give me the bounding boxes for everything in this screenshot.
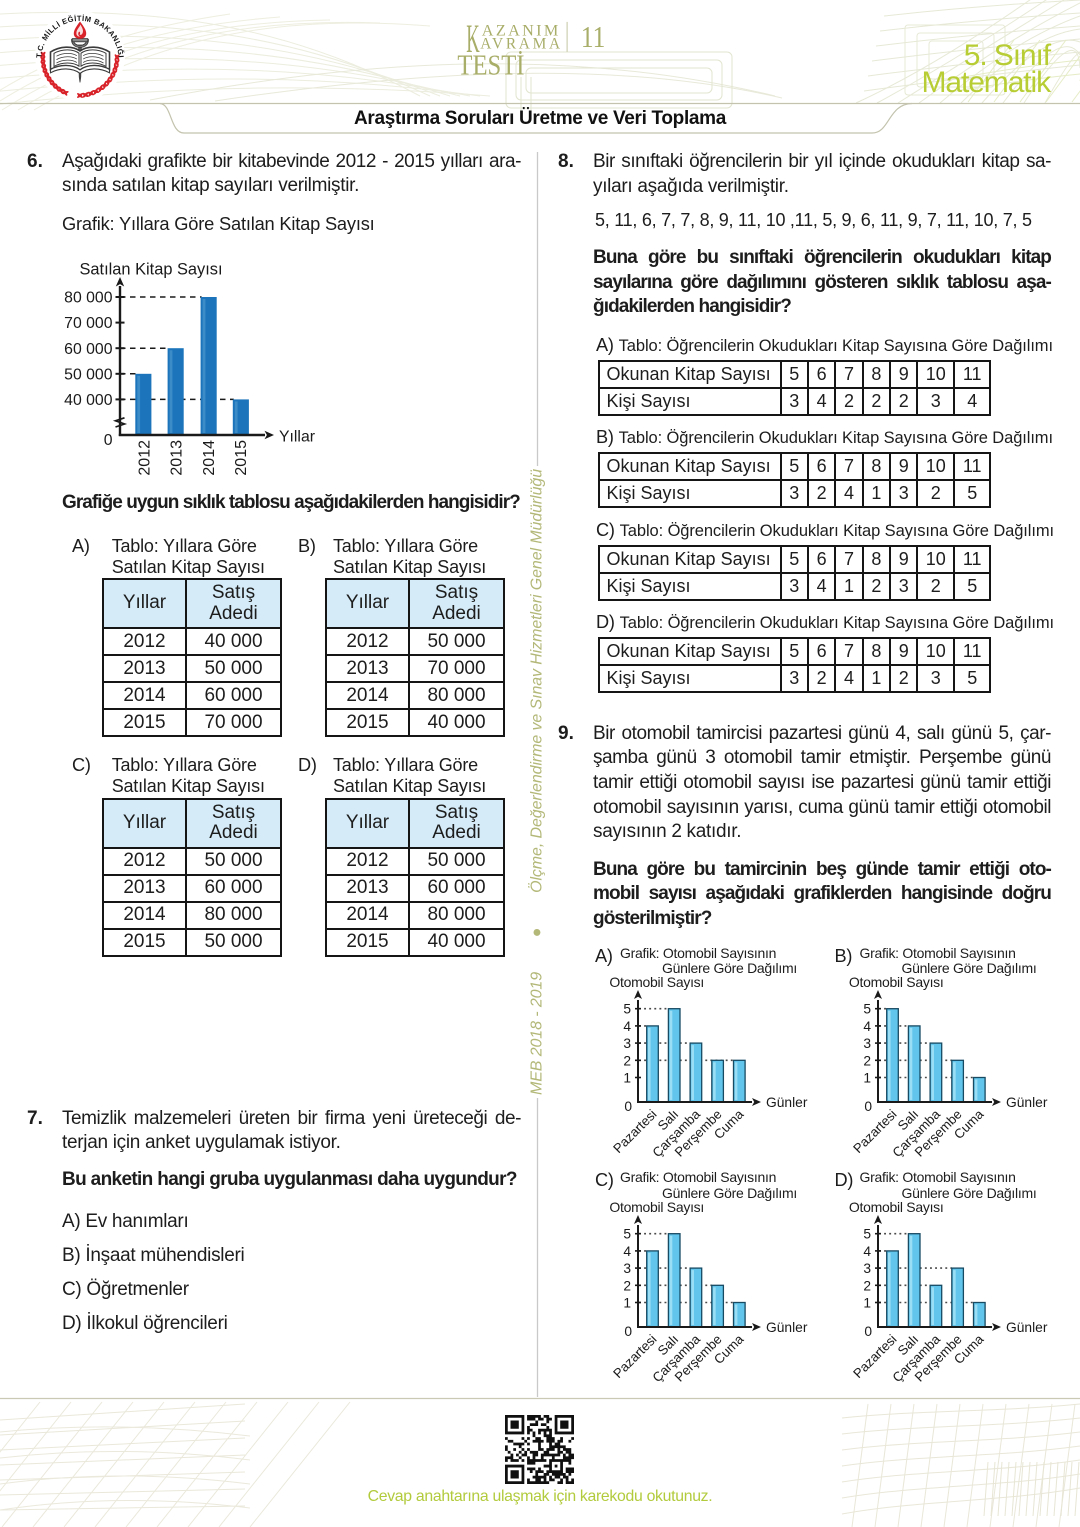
svg-text:0: 0 [104,432,113,449]
svg-text:K: K [466,16,480,61]
svg-text:2: 2 [863,1278,871,1293]
svg-text:4: 4 [623,1019,631,1034]
svg-text:5: 5 [863,1002,871,1017]
svg-text:11: 11 [581,21,605,55]
svg-text:Günler: Günler [766,1320,808,1335]
svg-text:Günler: Günler [1006,1095,1048,1110]
svg-text:2: 2 [623,1278,631,1293]
svg-text:70 000: 70 000 [64,315,113,332]
svg-text:4: 4 [623,1243,631,1258]
svg-text:1: 1 [863,1295,871,1310]
svg-text:Yıllar: Yıllar [279,429,315,446]
svg-text:2014: 2014 [201,440,218,476]
svg-text:3: 3 [623,1261,631,1276]
svg-text:1: 1 [623,1071,631,1086]
svg-text:Günler: Günler [1006,1320,1048,1335]
svg-text:AZANIM: AZANIM [482,21,561,39]
svg-text:80 000: 80 000 [64,290,113,307]
svg-text:40 000: 40 000 [64,392,113,409]
svg-text:5: 5 [863,1226,871,1241]
svg-text:AVRAMA: AVRAMA [480,36,563,53]
svg-text:0: 0 [864,1099,872,1114]
svg-text:1: 1 [863,1071,871,1086]
svg-text:2: 2 [863,1053,871,1068]
svg-text:5: 5 [623,1226,631,1241]
svg-text:2015: 2015 [233,440,250,476]
svg-text:TESTİ: TESTİ [457,49,524,81]
svg-text:4: 4 [863,1243,871,1258]
svg-text:1: 1 [623,1295,631,1310]
svg-text:0: 0 [624,1324,632,1339]
svg-text:3: 3 [623,1036,631,1051]
svg-text:50 000: 50 000 [64,366,113,383]
svg-text:2: 2 [623,1053,631,1068]
svg-text:4: 4 [863,1019,871,1034]
svg-text:3: 3 [863,1261,871,1276]
svg-text:2012: 2012 [136,440,153,476]
svg-text:2013: 2013 [169,440,186,476]
svg-text:Günler: Günler [766,1095,808,1110]
svg-text:60 000: 60 000 [64,341,113,358]
svg-text:0: 0 [624,1099,632,1114]
svg-text:3: 3 [863,1036,871,1051]
svg-text:Satılan Kitap Sayısı: Satılan Kitap Sayısı [80,261,223,279]
svg-text:0: 0 [864,1324,872,1339]
svg-text:5: 5 [623,1002,631,1017]
